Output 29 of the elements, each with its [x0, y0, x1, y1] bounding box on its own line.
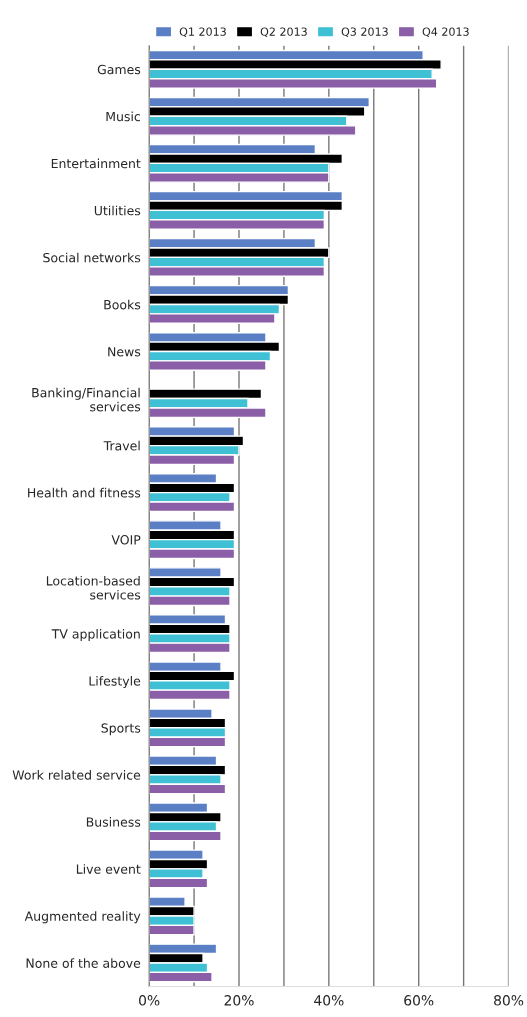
y-tick-label: Location-based services [46, 575, 141, 600]
y-tick-label: Entertainment [51, 158, 141, 169]
legend-label: Q3 2013 [341, 27, 388, 38]
x-tick-label: 40% [314, 995, 344, 1006]
y-tick-label: Health and fitness [28, 487, 141, 498]
y-tick-label: Sports [101, 723, 141, 736]
y-tick-label: Games [97, 64, 141, 75]
x-tick-label: 20% [224, 995, 254, 1006]
x-tick-label: 80% [494, 995, 524, 1006]
y-tick-label: Live event [76, 864, 141, 874]
legend-label: Q2 2013 [260, 27, 307, 38]
y-tick-label: Business [86, 817, 141, 827]
y-tick-label: VOIP [111, 535, 141, 545]
legend-label: Q1 2013 [179, 27, 226, 38]
y-tick-label: Utilities [94, 205, 141, 216]
y-tick-label: Lifestyle [89, 676, 141, 689]
y-tick-label: TV application [51, 628, 140, 642]
y-tick-label: Augmented reality [24, 911, 141, 924]
y-tick-label: Social networks [43, 252, 141, 263]
y-tick-label: Music [106, 111, 141, 122]
y-tick-label: Work related service [12, 770, 141, 780]
legend-label: Q4 2013 [422, 27, 469, 38]
y-tick-label: News [108, 347, 141, 357]
x-tick-label: 60% [404, 995, 434, 1006]
y-tick-label: Travel [103, 440, 140, 451]
y-tick-label: None of the above [26, 958, 141, 968]
x-tick-label: 0% [139, 995, 160, 1006]
y-tick-label: Books [104, 299, 141, 310]
y-tick-label: Banking/Financial services [32, 387, 141, 412]
